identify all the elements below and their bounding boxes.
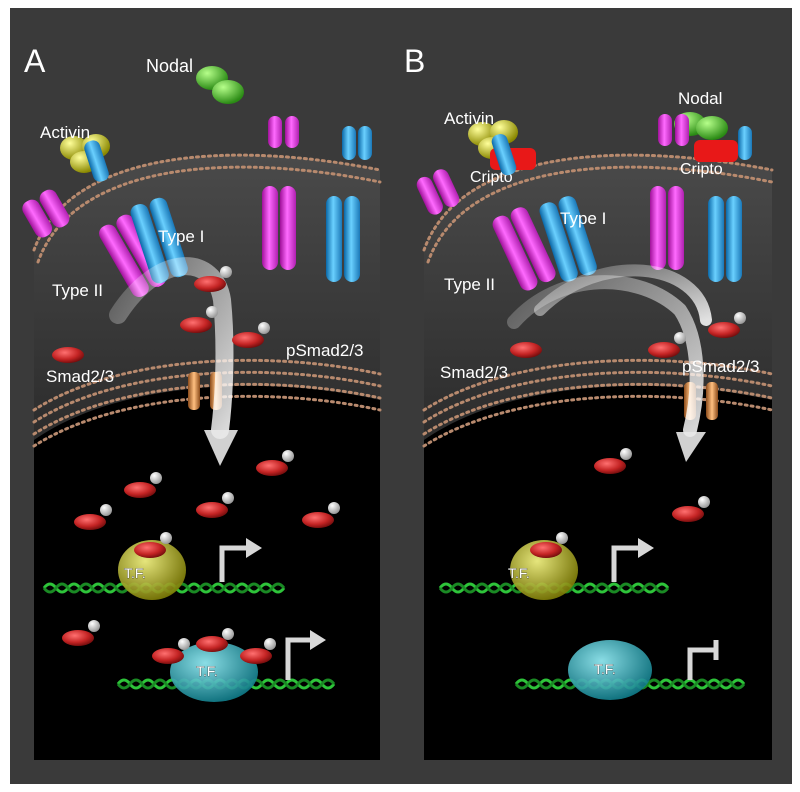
panel-a-tf2-label: T.F.	[196, 663, 218, 679]
panel-b-cytoplasm-smads	[510, 312, 746, 358]
panel-b-smad-label: Smad2/3	[440, 363, 508, 382]
panel-a-nuclear-membrane-4	[32, 394, 382, 448]
psmad-protein	[232, 332, 264, 348]
panel-b: B Activin Cripto	[404, 43, 774, 760]
panel-a-unbound-type1-receptor	[326, 126, 372, 282]
psmad-protein	[648, 342, 680, 358]
panel-b-gene-arrowhead-1	[638, 538, 654, 558]
panel-b-psmad-label: pSmad2/3	[682, 357, 760, 376]
panel-b-nuclear-membrane-4	[422, 394, 774, 448]
panel-a-letter: A	[24, 43, 46, 79]
panel-b-tf-yellow	[510, 540, 578, 600]
panel-a-nuclear-membrane-3	[32, 382, 382, 436]
panel-a-type1-receptor	[84, 140, 188, 284]
panel-b-gene-blocked-marker	[687, 647, 716, 680]
phosphate-group	[160, 532, 172, 544]
psmad-protein	[530, 542, 562, 558]
panel-b-type1-receptor	[491, 134, 597, 282]
panel-a-signal-arrow	[109, 257, 234, 439]
panel-b-nuclear-membrane-3	[422, 382, 774, 436]
panel-b-cripto-2	[694, 140, 738, 162]
panel-b-right-type1-receptor	[708, 126, 752, 282]
smad-protein	[52, 347, 84, 363]
panel-a-unbound-type2-receptor	[262, 116, 299, 270]
panel-b-cripto2-label: Cripto	[680, 161, 723, 178]
psmad-protein	[196, 636, 228, 652]
panel-a-nodal-label: Nodal	[146, 56, 193, 76]
phosphate-group	[222, 628, 234, 640]
panel-a-nucleus	[34, 385, 380, 760]
smad-protein	[510, 342, 542, 358]
phosphate-group	[264, 638, 276, 650]
panel-b-cripto1-label: Cripto	[470, 169, 513, 186]
panel-b-type2-receptor	[416, 169, 556, 291]
panel-b-nucleus	[424, 385, 772, 760]
panel-a-signal-arrowhead	[204, 430, 238, 466]
panel-a-tf-cyan	[170, 642, 258, 702]
panel-b-type1-label: Type I	[560, 209, 606, 228]
psmad-protein	[240, 648, 272, 664]
panel-a-nuclear-membrane-2	[32, 370, 382, 424]
panel-a-nodal-ligand	[196, 66, 244, 104]
panel-b-signal-arrowhead	[676, 432, 706, 462]
panel-a-tf-yellow	[118, 540, 186, 600]
panel-a-cytoplasm-smads	[52, 266, 270, 363]
panel-b-letter: B	[404, 43, 425, 79]
psmad-protein	[180, 317, 212, 333]
panel-b-signal-arrow-2	[534, 264, 712, 326]
panel-b-type2-label: Type II	[444, 275, 495, 294]
panel-b-tf2-label: T.F.	[594, 661, 616, 677]
panel-a-gene-arrowhead-1	[246, 538, 262, 558]
phosphate-group	[674, 332, 686, 344]
psmad-protein	[708, 322, 740, 338]
phosphate-group	[178, 638, 190, 650]
panel-b-tf-cyan	[568, 640, 652, 700]
panel-a-activin-label: Activin	[40, 123, 90, 142]
psmad-protein	[134, 542, 166, 558]
panel-a-gene-arrow-2	[285, 637, 312, 680]
phosphate-group	[206, 306, 218, 318]
panel-b-gene-arrow-1	[611, 545, 640, 582]
phosphate-group	[734, 312, 746, 324]
panel-b-plasma-membrane-inner	[426, 165, 774, 264]
panel-a-type2-label: Type II	[52, 281, 103, 300]
panel-b-nodal-label: Nodal	[678, 89, 722, 108]
panel-b-plasma-membrane	[422, 153, 774, 252]
panel-b-right-type2-receptor	[650, 114, 689, 270]
panel-a-smad-label: Smad2/3	[46, 367, 114, 386]
phosphate-group	[220, 266, 232, 278]
panel-a-type1-label: Type I	[158, 227, 204, 246]
panel-a-tf1-label: T.F.	[124, 565, 146, 581]
panel-a: A Nodal Activin	[22, 43, 382, 760]
psmad-protein	[152, 648, 184, 664]
panel-b-nuclear-psmads	[594, 448, 710, 522]
psmad-protein	[194, 276, 226, 292]
panel-b-nuclear-membrane	[422, 358, 774, 412]
panel-a-gene-arrowhead-2	[310, 630, 326, 650]
phosphate-group	[258, 322, 270, 334]
panel-b-tf1-label: T.F.	[508, 565, 530, 581]
panel-a-gene-arrow-1	[219, 545, 248, 582]
panel-a-nuclear-psmads	[62, 450, 340, 646]
panel-a-nuclear-membrane	[32, 358, 382, 412]
panel-a-psmad-label: pSmad2/3	[286, 341, 364, 360]
phosphate-group	[556, 532, 568, 544]
panel-b-activin-label: Activin	[444, 109, 494, 128]
panel-b-nuclear-membrane-2	[422, 370, 774, 424]
